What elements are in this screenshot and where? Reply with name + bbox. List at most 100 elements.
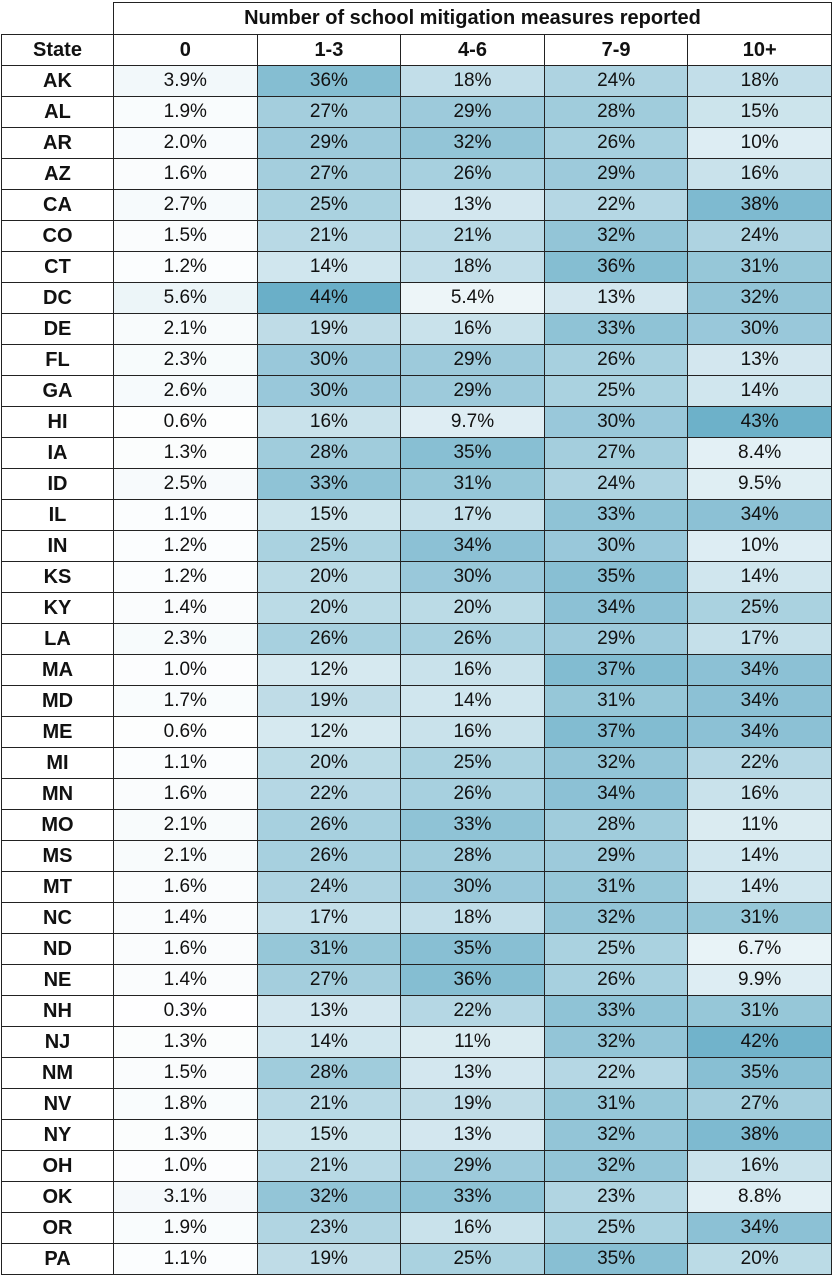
value-cell: 38%: [687, 1119, 832, 1151]
value-cell: 22%: [687, 747, 832, 779]
value-cell: 28%: [400, 840, 545, 872]
value-cell: 2.1%: [113, 840, 258, 872]
value-cell: 25%: [543, 933, 689, 965]
value-cell: 34%: [687, 1212, 832, 1244]
value-cell: 30%: [256, 344, 402, 376]
value-cell: 33%: [256, 468, 402, 500]
value-cell: 34%: [687, 499, 832, 531]
value-cell: 2.0%: [113, 127, 258, 159]
value-cell: 26%: [543, 964, 689, 996]
value-cell: 11%: [687, 809, 832, 841]
state-label: NJ: [1, 1026, 114, 1058]
value-cell: 1.9%: [113, 1212, 258, 1244]
table-row: MN 1.6% 22% 26% 34% 16%: [1, 778, 832, 810]
state-label: ID: [1, 468, 114, 500]
table-row: MA 1.0% 12% 16% 37% 34%: [1, 654, 832, 686]
state-label: OH: [1, 1150, 114, 1182]
column-header-7-9: 7-9: [543, 34, 689, 66]
state-label: DC: [1, 282, 114, 314]
column-header-10-plus: 10+: [687, 34, 832, 66]
value-cell: 1.2%: [113, 530, 258, 562]
value-cell: 1.2%: [113, 251, 258, 283]
value-cell: 14%: [256, 1026, 402, 1058]
state-label: MO: [1, 809, 114, 841]
value-cell: 25%: [543, 375, 689, 407]
value-cell: 30%: [543, 530, 689, 562]
state-label: AZ: [1, 158, 114, 190]
value-cell: 1.1%: [113, 1243, 258, 1275]
value-cell: 1.6%: [113, 158, 258, 190]
table-row: FL 2.3% 30% 29% 26% 13%: [1, 344, 832, 376]
value-cell: 0.3%: [113, 995, 258, 1027]
table-row: LA 2.3% 26% 26% 29% 17%: [1, 623, 832, 655]
value-cell: 29%: [543, 158, 689, 190]
value-cell: 31%: [543, 871, 689, 903]
table-row: NC 1.4% 17% 18% 32% 31%: [1, 902, 832, 934]
table-row: DC 5.6% 44% 5.4% 13% 32%: [1, 282, 832, 314]
table-row: KY 1.4% 20% 20% 34% 25%: [1, 592, 832, 624]
table-body: AK 3.9% 36% 18% 24% 18% AL 1.9% 27% 29% 28% 15% AR 2.…: [1, 65, 832, 1275]
table-row: NY 1.3% 15% 13% 32% 38%: [1, 1119, 832, 1151]
value-cell: 1.3%: [113, 1119, 258, 1151]
table-row: CO 1.5% 21% 21% 32% 24%: [1, 220, 832, 252]
state-label: NM: [1, 1057, 114, 1089]
value-cell: 3.9%: [113, 65, 258, 97]
value-cell: 25%: [687, 592, 832, 624]
state-label: HI: [1, 406, 114, 438]
value-cell: 19%: [256, 313, 402, 345]
value-cell: 26%: [400, 623, 545, 655]
value-cell: 28%: [256, 1057, 402, 1089]
value-cell: 30%: [400, 871, 545, 903]
table-row: MS 2.1% 26% 28% 29% 14%: [1, 840, 832, 872]
value-cell: 1.9%: [113, 96, 258, 128]
state-label: MA: [1, 654, 114, 686]
value-cell: 27%: [687, 1088, 832, 1120]
state-label: IL: [1, 499, 114, 531]
value-cell: 19%: [400, 1088, 545, 1120]
value-cell: 14%: [687, 840, 832, 872]
value-cell: 26%: [400, 158, 545, 190]
value-cell: 27%: [256, 964, 402, 996]
value-cell: 32%: [400, 127, 545, 159]
value-cell: 29%: [400, 344, 545, 376]
value-cell: 24%: [256, 871, 402, 903]
table-corner: [1, 2, 114, 35]
value-cell: 1.1%: [113, 747, 258, 779]
table-row: AR 2.0% 29% 32% 26% 10%: [1, 127, 832, 159]
value-cell: 33%: [400, 809, 545, 841]
value-cell: 1.7%: [113, 685, 258, 717]
value-cell: 11%: [400, 1026, 545, 1058]
state-label: KS: [1, 561, 114, 593]
value-cell: 9.5%: [687, 468, 832, 500]
value-cell: 2.6%: [113, 375, 258, 407]
value-cell: 16%: [687, 1150, 832, 1182]
state-label: NC: [1, 902, 114, 934]
state-label: NY: [1, 1119, 114, 1151]
table-row: MT 1.6% 24% 30% 31% 14%: [1, 871, 832, 903]
value-cell: 0.6%: [113, 716, 258, 748]
table-row: AZ 1.6% 27% 26% 29% 16%: [1, 158, 832, 190]
value-cell: 16%: [400, 716, 545, 748]
value-cell: 6.7%: [687, 933, 832, 965]
value-cell: 26%: [256, 840, 402, 872]
value-cell: 23%: [543, 1181, 689, 1213]
value-cell: 17%: [687, 623, 832, 655]
value-cell: 25%: [256, 530, 402, 562]
value-cell: 29%: [543, 840, 689, 872]
value-cell: 25%: [400, 1243, 545, 1275]
value-cell: 22%: [400, 995, 545, 1027]
value-cell: 8.8%: [687, 1181, 832, 1213]
value-cell: 38%: [687, 189, 832, 221]
value-cell: 21%: [256, 1088, 402, 1120]
value-cell: 32%: [543, 747, 689, 779]
value-cell: 33%: [400, 1181, 545, 1213]
value-cell: 10%: [687, 530, 832, 562]
value-cell: 9.7%: [400, 406, 545, 438]
value-cell: 33%: [543, 499, 689, 531]
state-label: CA: [1, 189, 114, 221]
value-cell: 14%: [687, 375, 832, 407]
table-row: AL 1.9% 27% 29% 28% 15%: [1, 96, 832, 128]
value-cell: 2.1%: [113, 313, 258, 345]
value-cell: 33%: [543, 313, 689, 345]
value-cell: 15%: [687, 96, 832, 128]
